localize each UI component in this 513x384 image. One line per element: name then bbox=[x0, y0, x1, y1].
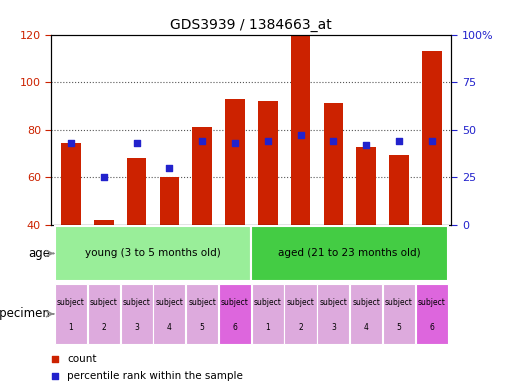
Text: 4: 4 bbox=[364, 323, 369, 333]
Bar bbox=[416, 283, 448, 344]
Text: subject: subject bbox=[385, 298, 413, 307]
Bar bbox=[55, 283, 87, 344]
Text: aged (21 to 23 months old): aged (21 to 23 months old) bbox=[279, 248, 421, 258]
Bar bbox=[54, 226, 251, 281]
Text: 3: 3 bbox=[134, 323, 139, 333]
Point bbox=[428, 138, 436, 144]
Bar bbox=[350, 283, 382, 344]
Text: 6: 6 bbox=[232, 323, 238, 333]
Text: subject: subject bbox=[188, 298, 216, 307]
Bar bbox=[61, 143, 81, 225]
Bar bbox=[219, 283, 251, 344]
Bar bbox=[318, 283, 349, 344]
Bar bbox=[88, 283, 120, 344]
Bar bbox=[251, 226, 448, 281]
Point bbox=[51, 373, 60, 379]
Bar bbox=[94, 220, 113, 225]
Text: subject: subject bbox=[155, 298, 183, 307]
Text: subject: subject bbox=[90, 298, 117, 307]
Bar bbox=[324, 103, 343, 225]
Point bbox=[297, 132, 305, 138]
Bar bbox=[127, 158, 146, 225]
Point bbox=[198, 138, 206, 144]
Bar bbox=[258, 101, 278, 225]
Text: subject: subject bbox=[123, 298, 150, 307]
Text: 5: 5 bbox=[200, 323, 205, 333]
Bar bbox=[389, 154, 409, 225]
Point bbox=[51, 356, 60, 362]
Text: 1: 1 bbox=[69, 323, 73, 333]
Text: count: count bbox=[67, 354, 97, 364]
Text: 4: 4 bbox=[167, 323, 172, 333]
Bar bbox=[291, 35, 310, 225]
Text: 3: 3 bbox=[331, 323, 336, 333]
Point bbox=[329, 138, 338, 144]
Bar bbox=[383, 283, 415, 344]
Text: 1: 1 bbox=[265, 323, 270, 333]
Bar bbox=[357, 147, 376, 225]
Text: young (3 to 5 months old): young (3 to 5 months old) bbox=[85, 248, 221, 258]
Text: specimen: specimen bbox=[0, 308, 51, 320]
Bar bbox=[225, 99, 245, 225]
Text: percentile rank within the sample: percentile rank within the sample bbox=[67, 371, 243, 381]
Text: 5: 5 bbox=[397, 323, 401, 333]
Text: subject: subject bbox=[418, 298, 446, 307]
Text: subject: subject bbox=[320, 298, 347, 307]
Point bbox=[362, 142, 370, 148]
Bar bbox=[192, 127, 212, 225]
Text: subject: subject bbox=[352, 298, 380, 307]
Text: 2: 2 bbox=[298, 323, 303, 333]
Text: age: age bbox=[29, 247, 51, 260]
Point bbox=[132, 140, 141, 146]
Bar bbox=[252, 283, 284, 344]
Text: 6: 6 bbox=[429, 323, 434, 333]
Text: subject: subject bbox=[254, 298, 282, 307]
Bar bbox=[422, 51, 442, 225]
Text: subject: subject bbox=[287, 298, 314, 307]
Bar bbox=[121, 283, 153, 344]
Text: subject: subject bbox=[57, 298, 85, 307]
Bar bbox=[160, 177, 179, 225]
Bar bbox=[186, 283, 218, 344]
Point bbox=[264, 138, 272, 144]
Point bbox=[165, 165, 173, 171]
Point bbox=[395, 138, 403, 144]
Point bbox=[231, 140, 239, 146]
Point bbox=[100, 174, 108, 180]
Text: subject: subject bbox=[221, 298, 249, 307]
Bar bbox=[153, 283, 185, 344]
Title: GDS3939 / 1384663_at: GDS3939 / 1384663_at bbox=[170, 18, 332, 32]
Bar bbox=[285, 283, 317, 344]
Point bbox=[67, 140, 75, 146]
Text: 2: 2 bbox=[102, 323, 106, 333]
